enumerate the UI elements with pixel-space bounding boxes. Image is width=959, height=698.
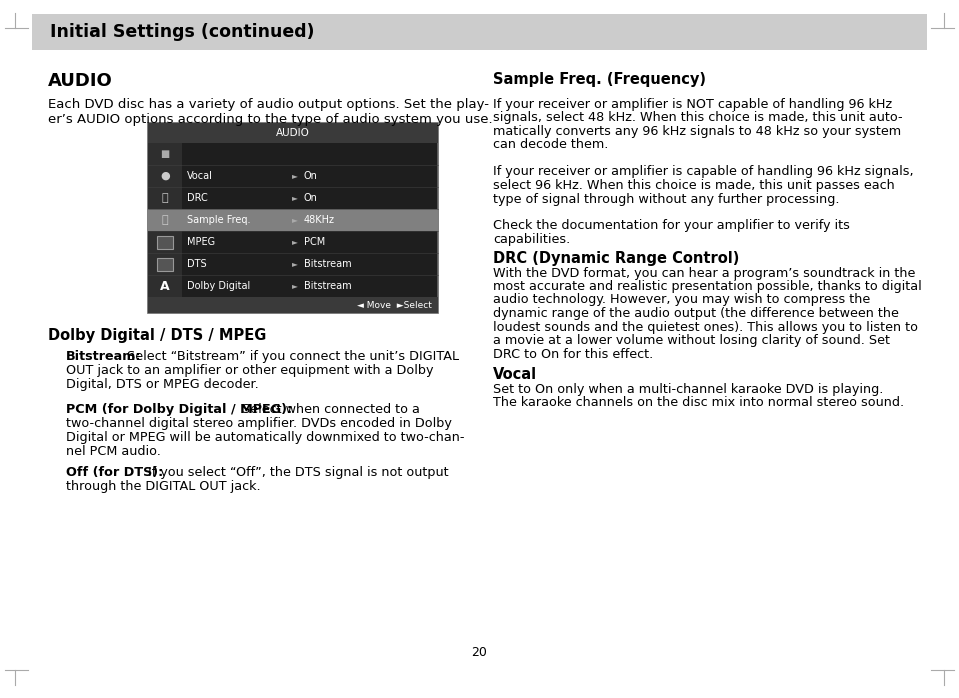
Text: select 96 kHz. When this choice is made, this unit passes each: select 96 kHz. When this choice is made,… [493,179,895,192]
Text: Select “Bitstream” if you connect the unit’s DIGITAL: Select “Bitstream” if you connect the un… [123,350,459,363]
Text: Dolby Digital: Dolby Digital [187,281,250,291]
Text: ►: ► [292,237,298,246]
Text: ◄ Move  ►Select: ◄ Move ►Select [357,301,432,309]
Text: Vocal: Vocal [493,367,537,382]
Text: If your receiver or amplifier is NOT capable of handling 96 kHz: If your receiver or amplifier is NOT cap… [493,98,892,111]
Text: Off (for DTS):: Off (for DTS): [66,466,163,479]
Text: DRC: DRC [187,193,208,203]
Bar [148,209,438,231]
Text: Digital, DTS or MPEG decoder.: Digital, DTS or MPEG decoder. [66,378,259,391]
Text: DRC (Dynamic Range Control): DRC (Dynamic Range Control) [493,251,739,265]
Text: type of signal through without any further processing.: type of signal through without any furth… [493,193,839,205]
Text: ►: ► [292,193,298,202]
Text: ►: ► [292,281,298,290]
Text: On: On [304,193,317,203]
Text: most accurate and realistic presentation possible, thanks to digital: most accurate and realistic presentation… [493,280,922,293]
Text: MPEG: MPEG [187,237,215,247]
Text: 20: 20 [471,646,487,660]
Text: DRC to On for this effect.: DRC to On for this effect. [493,348,653,360]
Text: ■: ■ [160,149,170,159]
Bar [148,187,182,209]
Text: 48KHz: 48KHz [304,215,335,225]
Text: matically converts any 96 kHz signals to 48 kHz so your system: matically converts any 96 kHz signals to… [493,125,901,138]
Text: On: On [304,171,317,181]
Text: ⚿: ⚿ [162,215,169,225]
Text: Sample Freq. (Frequency): Sample Freq. (Frequency) [493,72,706,87]
Text: Set to On only when a multi-channel karaoke DVD is playing.: Set to On only when a multi-channel kara… [493,383,883,396]
Text: a movie at a lower volume without losing clarity of sound. Set: a movie at a lower volume without losing… [493,334,890,347]
Bar [157,258,173,271]
Text: Digital or MPEG will be automatically downmixed to two-chan-: Digital or MPEG will be automatically do… [66,431,464,444]
Bar [148,231,182,253]
Text: ►: ► [292,260,298,269]
Text: OUT jack to an amplifier or other equipment with a Dolby: OUT jack to an amplifier or other equipm… [66,364,433,377]
Bar [148,123,438,143]
Text: nel PCM audio.: nel PCM audio. [66,445,161,458]
Text: can decode them.: can decode them. [493,138,608,151]
Text: ►: ► [292,216,298,225]
Text: Sample Freq.: Sample Freq. [187,215,250,225]
Text: ►: ► [292,172,298,181]
Text: PCM (for Dolby Digital / MPEG):: PCM (for Dolby Digital / MPEG): [66,403,292,416]
Text: dynamic range of the audio output (the difference between the: dynamic range of the audio output (the d… [493,307,899,320]
Bar [148,275,182,297]
Text: capabilities.: capabilities. [493,233,571,246]
Text: signals, select 48 kHz. When this choice is made, this unit auto-: signals, select 48 kHz. When this choice… [493,112,902,124]
Text: If your receiver or amplifier is capable of handling 96 kHz signals,: If your receiver or amplifier is capable… [493,165,914,179]
Text: through the DIGITAL OUT jack.: through the DIGITAL OUT jack. [66,480,261,493]
Bar [148,165,182,187]
Text: Bitstream: Bitstream [304,259,352,269]
Text: 🔒: 🔒 [162,193,169,203]
Text: DTS: DTS [187,259,206,269]
Text: AUDIO: AUDIO [48,72,113,90]
Text: Bitstream:: Bitstream: [66,350,142,363]
Text: The karaoke channels on the disc mix into normal stereo sound.: The karaoke channels on the disc mix int… [493,396,904,410]
Text: With the DVD format, you can hear a program’s soundtrack in the: With the DVD format, you can hear a prog… [493,267,916,279]
Text: Each DVD disc has a variety of audio output options. Set the play-: Each DVD disc has a variety of audio out… [48,98,489,111]
Text: Bitstream: Bitstream [304,281,352,291]
Text: Initial Settings (continued): Initial Settings (continued) [50,23,315,41]
Text: If you select “Off”, the DTS signal is not output: If you select “Off”, the DTS signal is n… [144,466,448,479]
Bar [32,14,927,50]
Text: AUDIO: AUDIO [276,128,310,138]
Text: loudest sounds and the quietest ones). This allows you to listen to: loudest sounds and the quietest ones). T… [493,320,918,334]
Bar [148,253,182,275]
Text: Dolby Digital / DTS / MPEG: Dolby Digital / DTS / MPEG [48,328,267,343]
Text: PCM: PCM [304,237,325,247]
Text: two-channel digital stereo amplifier. DVDs encoded in Dolby: two-channel digital stereo amplifier. DV… [66,417,452,430]
Text: Select when connected to a: Select when connected to a [238,403,420,416]
Bar [157,236,173,249]
Bar [148,297,438,313]
Text: ●: ● [160,171,170,181]
Bar [148,123,438,313]
Text: Vocal: Vocal [187,171,213,181]
Text: A: A [160,279,170,292]
Text: audio technology. However, you may wish to compress the: audio technology. However, you may wish … [493,293,870,306]
Text: Check the documentation for your amplifier to verify its: Check the documentation for your amplifi… [493,219,850,232]
Bar [148,143,182,165]
Text: er’s AUDIO options according to the type of audio system you use.: er’s AUDIO options according to the type… [48,113,493,126]
